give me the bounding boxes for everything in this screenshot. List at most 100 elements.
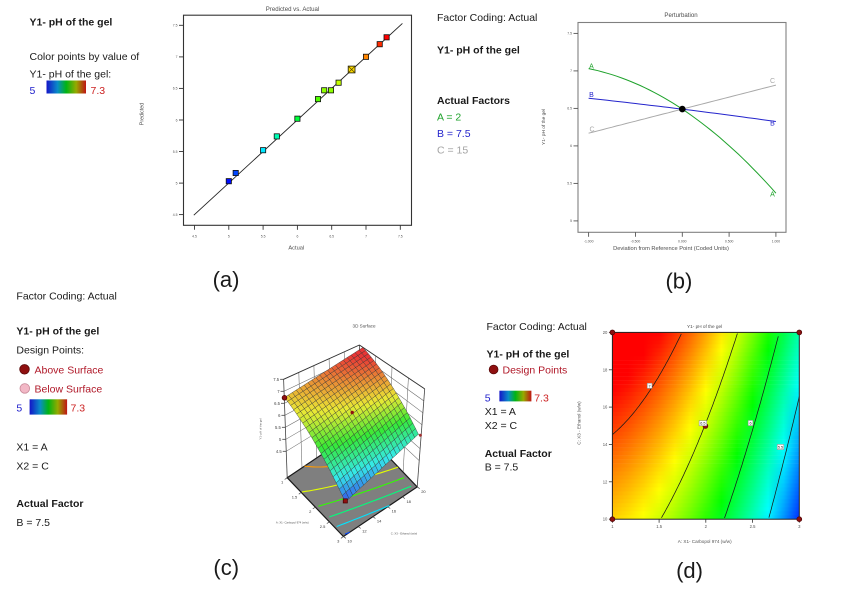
svg-text:(a): (a) [213, 267, 240, 292]
svg-text:3: 3 [337, 539, 340, 544]
svg-text:6: 6 [749, 422, 751, 426]
svg-text:6.5: 6.5 [329, 235, 334, 239]
svg-text:(b): (b) [665, 269, 692, 294]
svg-text:B: B [770, 121, 775, 128]
svg-text:A: X1- Carbopol 974 (w/w): A: X1- Carbopol 974 (w/w) [678, 539, 732, 544]
svg-text:Y1- pH of the gel: Y1- pH of the gel [487, 349, 570, 361]
svg-text:7: 7 [649, 384, 651, 388]
svg-text:6.5: 6.5 [173, 87, 178, 91]
svg-text:X2 = C: X2 = C [16, 461, 49, 473]
svg-text:14: 14 [377, 519, 382, 524]
svg-text:Y1- pH of the gel: Y1- pH of the gel [687, 324, 722, 329]
svg-text:7.5: 7.5 [173, 24, 178, 28]
svg-text:20: 20 [421, 489, 426, 494]
svg-text:10: 10 [347, 539, 352, 544]
svg-text:3D Surface: 3D Surface [353, 324, 376, 329]
svg-text:6: 6 [176, 118, 178, 122]
svg-text:Actual Factor: Actual Factor [485, 448, 552, 460]
svg-text:B: B [589, 92, 594, 99]
svg-text:Perturbation: Perturbation [664, 12, 697, 19]
svg-text:3: 3 [798, 524, 801, 529]
svg-text:20: 20 [603, 330, 608, 335]
svg-text:Y1- pH of the gel: Y1- pH of the gel [16, 326, 99, 338]
svg-text:Predicted: Predicted [140, 103, 146, 125]
svg-text:4.5: 4.5 [173, 213, 178, 217]
svg-text:1.5: 1.5 [292, 494, 298, 499]
svg-text:5.5: 5.5 [567, 182, 572, 186]
svg-text:6.5: 6.5 [700, 422, 705, 426]
svg-text:C = 15: C = 15 [437, 145, 468, 157]
svg-text:-0.500: -0.500 [631, 240, 641, 244]
svg-text:Factor Coding: Actual: Factor Coding: Actual [437, 12, 537, 24]
svg-text:Factor Coding: Actual: Factor Coding: Actual [16, 291, 116, 303]
svg-text:5: 5 [228, 235, 230, 239]
svg-text:A = 2: A = 2 [437, 112, 461, 124]
svg-text:6: 6 [570, 144, 572, 148]
svg-text:5: 5 [279, 437, 282, 442]
svg-text:Factor Coding: Actual: Factor Coding: Actual [487, 321, 587, 333]
svg-text:7: 7 [277, 389, 280, 394]
svg-text:Y1- pH of the gel: Y1- pH of the gel [437, 45, 520, 57]
svg-text:7.5: 7.5 [567, 32, 572, 36]
svg-text:7.5: 7.5 [273, 377, 279, 382]
svg-text:0.000: 0.000 [678, 240, 687, 244]
svg-text:5.5: 5.5 [173, 150, 178, 154]
svg-text:7.3: 7.3 [71, 403, 86, 415]
svg-text:Actual: Actual [288, 246, 304, 252]
svg-text:C: C [589, 127, 594, 134]
svg-text:B = 7.5: B = 7.5 [485, 462, 519, 474]
svg-text:Above Surface: Above Surface [35, 364, 104, 376]
svg-text:5: 5 [30, 85, 36, 97]
svg-text:2: 2 [309, 509, 312, 514]
svg-text:14: 14 [603, 442, 608, 447]
svg-text:Design Points:: Design Points: [16, 345, 84, 357]
svg-text:7: 7 [176, 55, 178, 59]
svg-text:A: A [770, 192, 775, 199]
svg-text:5: 5 [570, 219, 572, 223]
svg-text:7.5: 7.5 [398, 235, 403, 239]
svg-text:5.5: 5.5 [275, 425, 281, 430]
svg-text:Y1- pH of the gel: Y1- pH of the gel [541, 109, 547, 145]
svg-text:Actual Factor: Actual Factor [16, 498, 83, 510]
svg-text:Actual Factors: Actual Factors [437, 95, 510, 107]
svg-text:X2 = C: X2 = C [485, 420, 518, 432]
svg-text:1.000: 1.000 [772, 240, 781, 244]
svg-text:16: 16 [392, 509, 397, 514]
svg-text:(c): (c) [213, 555, 239, 580]
svg-text:Y1- pH of the gel:: Y1- pH of the gel: [30, 69, 112, 81]
svg-text:Color points by value of: Color points by value of [30, 51, 140, 63]
svg-text:Deviation from Reference Point: Deviation from Reference Point (Coded Un… [613, 246, 729, 252]
svg-text:Below Surface: Below Surface [35, 383, 103, 395]
svg-text:1: 1 [611, 524, 614, 529]
svg-text:X1 = A: X1 = A [16, 442, 47, 454]
svg-text:Predicted vs. Actual: Predicted vs. Actual [266, 6, 320, 13]
svg-text:6: 6 [296, 235, 298, 239]
svg-text:C: C [770, 78, 775, 85]
svg-text:4.5: 4.5 [192, 235, 197, 239]
svg-text:A: X1- Carbopol 974 (w/w): A: X1- Carbopol 974 (w/w) [276, 521, 309, 525]
svg-text:4.5: 4.5 [276, 449, 282, 454]
svg-text:18: 18 [406, 499, 411, 504]
svg-text:12: 12 [362, 529, 367, 534]
svg-text:C: X3 - Ethanol (w/w): C: X3 - Ethanol (w/w) [391, 532, 417, 536]
svg-text:A: A [589, 64, 594, 71]
svg-text:5.5: 5.5 [261, 235, 266, 239]
svg-text:12: 12 [603, 479, 608, 484]
svg-text:Y1- pH of the gel: Y1- pH of the gel [30, 17, 113, 29]
svg-text:6: 6 [278, 413, 281, 418]
svg-text:2.5: 2.5 [750, 524, 756, 529]
svg-text:7: 7 [570, 69, 572, 73]
svg-text:(d): (d) [676, 558, 703, 583]
svg-text:C: X3 - Ethanol (w/w): C: X3 - Ethanol (w/w) [577, 401, 582, 445]
svg-text:2.5: 2.5 [320, 524, 326, 529]
svg-text:7.3: 7.3 [534, 393, 549, 405]
svg-text:5.5: 5.5 [778, 446, 783, 450]
svg-text:B = 7.5: B = 7.5 [16, 517, 50, 529]
svg-text:18: 18 [603, 367, 608, 372]
svg-text:6.5: 6.5 [274, 401, 280, 406]
svg-text:-1.000: -1.000 [584, 240, 594, 244]
svg-text:5: 5 [485, 393, 491, 405]
svg-text:6.5: 6.5 [567, 107, 572, 111]
svg-text:7.3: 7.3 [91, 85, 106, 97]
svg-text:5: 5 [16, 403, 22, 415]
